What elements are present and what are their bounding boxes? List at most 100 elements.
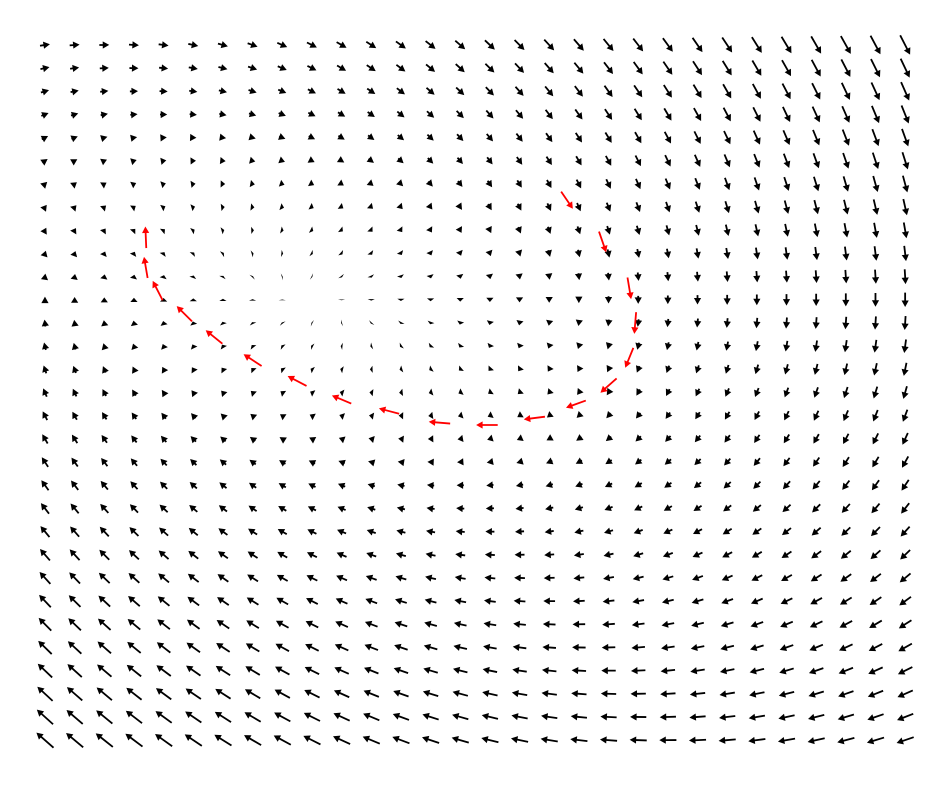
field-arrow <box>811 527 822 536</box>
field-arrow <box>486 457 494 466</box>
field-arrow <box>187 573 200 583</box>
field-arrow <box>807 737 825 745</box>
field-arrow <box>97 641 112 655</box>
field-arrow <box>245 666 261 676</box>
field-arrow <box>753 247 761 260</box>
field-arrow <box>244 735 262 746</box>
field-arrow <box>575 155 582 166</box>
field-arrow <box>337 528 347 536</box>
field-arrow <box>99 41 110 49</box>
field-arrow <box>692 574 704 582</box>
field-arrow <box>426 528 436 536</box>
field-arrow <box>216 620 230 630</box>
field-arrow <box>812 270 820 284</box>
field-arrow <box>251 226 254 234</box>
field-arrow <box>810 573 823 582</box>
field-arrow <box>694 458 702 466</box>
field-arrow <box>40 181 48 189</box>
field-arrow <box>307 529 317 536</box>
field-arrow <box>36 709 54 725</box>
field-arrow <box>517 342 524 349</box>
field-arrow <box>396 133 405 141</box>
field-arrow <box>66 687 83 702</box>
field-arrow <box>452 712 469 721</box>
field-arrow <box>363 689 380 698</box>
field-arrow <box>395 574 407 582</box>
field-arrow <box>159 275 167 280</box>
field-arrow <box>250 345 257 350</box>
field-arrow <box>779 667 794 675</box>
field-arrow <box>161 366 169 374</box>
field-arrow <box>246 597 259 606</box>
field-arrow <box>131 412 139 420</box>
field-arrow <box>247 551 259 559</box>
field-arrow <box>425 40 436 49</box>
field-arrow <box>160 298 168 302</box>
field-arrow <box>159 504 169 513</box>
field-arrow <box>513 620 526 628</box>
field-arrow <box>308 483 316 490</box>
field-arrow <box>278 133 286 140</box>
field-arrow <box>160 435 168 444</box>
field-arrow <box>190 321 198 326</box>
trajectory-arrow <box>598 231 608 253</box>
field-arrow <box>158 550 170 560</box>
field-arrow <box>635 342 643 350</box>
field-arrow <box>66 710 84 725</box>
field-arrow <box>751 574 763 581</box>
field-arrow <box>694 365 702 374</box>
field-arrow <box>274 712 291 723</box>
field-arrow <box>573 574 585 582</box>
field-arrow <box>218 87 227 95</box>
field-arrow <box>190 157 196 165</box>
field-arrow <box>305 643 320 652</box>
field-arrow <box>424 597 437 605</box>
field-arrow <box>606 410 614 419</box>
field-arrow <box>396 505 406 513</box>
field-arrow <box>753 177 761 191</box>
field-arrow <box>840 35 851 54</box>
field-arrow <box>276 597 289 606</box>
field-arrow <box>752 106 761 122</box>
field-arrow <box>842 316 850 330</box>
field-arrow <box>249 459 257 467</box>
field-arrow <box>574 132 583 143</box>
field-arrow <box>160 110 168 119</box>
field-arrow <box>422 735 440 744</box>
field-arrow <box>214 734 232 747</box>
field-arrow <box>901 502 910 514</box>
field-arrow <box>808 713 825 721</box>
field-arrow <box>425 87 435 95</box>
field-arrow <box>308 226 314 233</box>
field-arrow <box>842 386 850 399</box>
field-arrow <box>159 64 169 72</box>
field-arrow <box>570 713 588 721</box>
field-arrow <box>662 37 673 52</box>
field-arrow <box>870 526 881 537</box>
field-arrow <box>365 574 377 582</box>
field-arrow <box>159 527 169 537</box>
field-arrow <box>155 734 173 747</box>
field-arrow <box>337 87 346 94</box>
field-arrow <box>340 319 344 327</box>
field-arrow <box>249 180 255 188</box>
field-arrow <box>871 316 880 330</box>
field-arrow <box>129 504 139 514</box>
field-arrow <box>160 181 166 189</box>
field-arrow <box>752 504 762 512</box>
field-arrow <box>70 251 78 258</box>
field-arrow <box>634 178 642 190</box>
field-arrow <box>779 644 794 652</box>
field-arrow <box>248 110 257 118</box>
field-arrow <box>689 713 706 721</box>
field-arrow <box>95 733 114 748</box>
field-arrow <box>517 365 524 372</box>
field-arrow <box>603 574 615 582</box>
field-arrow <box>777 736 796 745</box>
field-arrow <box>395 64 406 72</box>
field-arrow <box>633 550 644 558</box>
field-arrow <box>899 596 912 606</box>
field-arrow <box>571 690 587 698</box>
field-arrow <box>336 41 347 48</box>
field-arrow <box>248 528 258 536</box>
